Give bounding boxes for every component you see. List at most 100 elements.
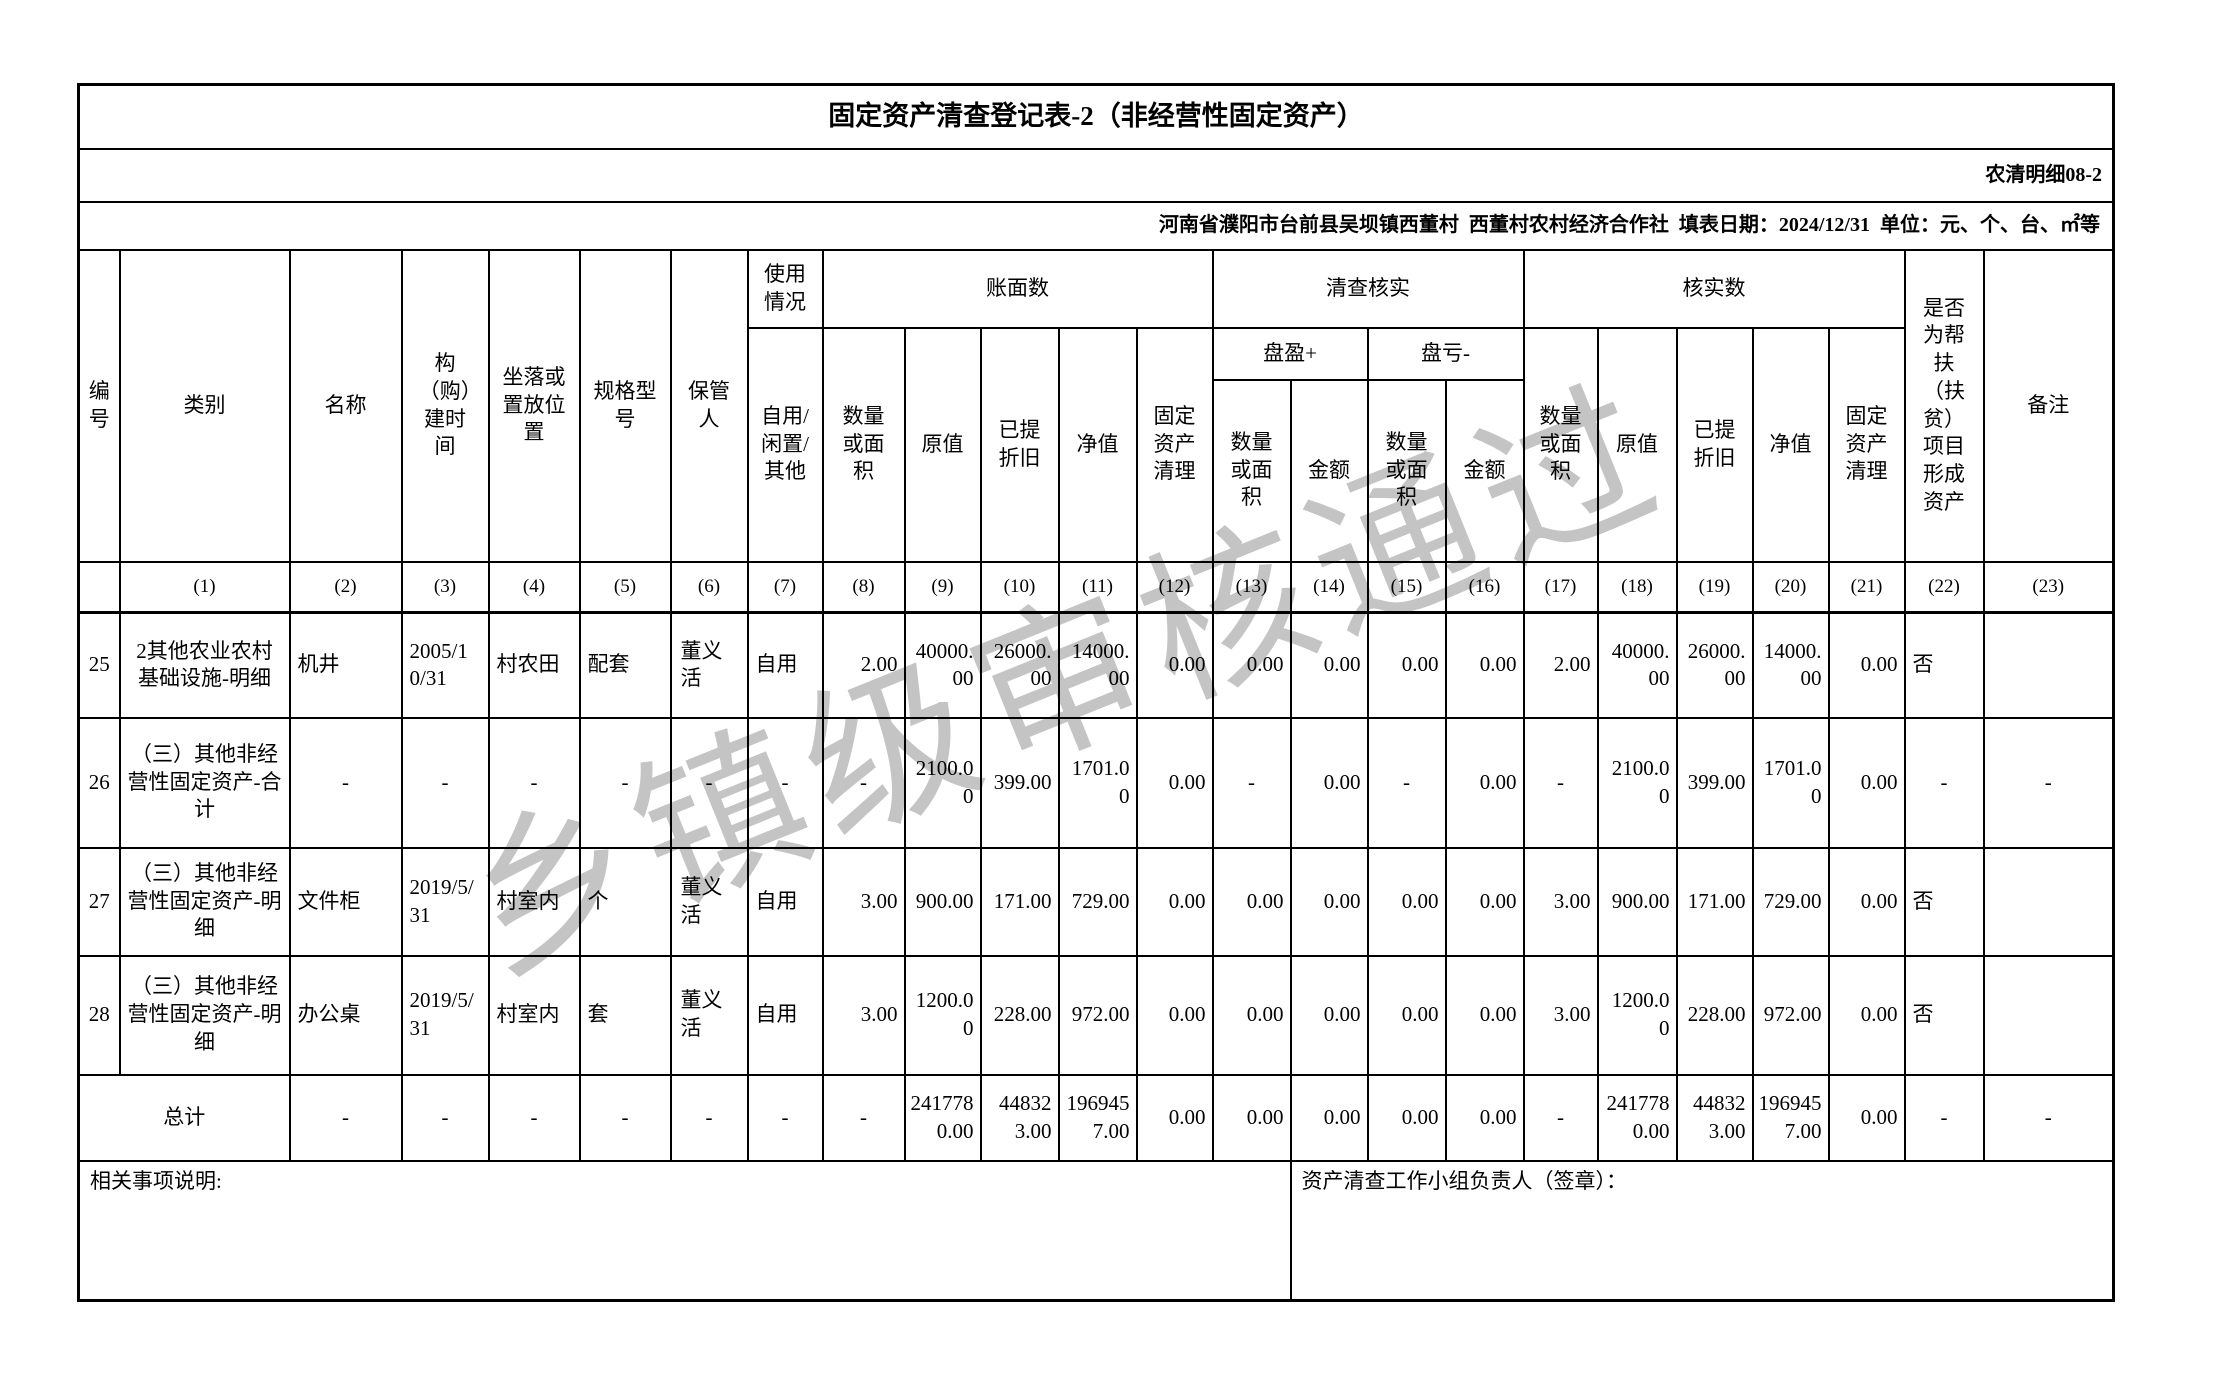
data-cell: 0.00	[1289, 846, 1369, 957]
data-cell: -	[400, 716, 490, 849]
data-cell: 0.00	[1135, 954, 1214, 1076]
col-header-verified-orig: 原值	[1596, 326, 1678, 563]
col-header-book-disposal: 固定资产清理	[1135, 326, 1214, 563]
column-number-cell: (18)	[1596, 560, 1678, 614]
data-cell: -	[578, 716, 672, 849]
row-number-cell: 28	[77, 954, 121, 1076]
col-header-loss: 盘亏-	[1366, 326, 1525, 381]
data-cell: 972.00	[1751, 954, 1830, 1076]
total-cell: 0.00	[1289, 1073, 1369, 1162]
data-cell: 0.00	[1366, 846, 1447, 957]
data-cell: 否	[1903, 954, 1985, 1076]
total-cell: -	[487, 1073, 581, 1162]
data-cell: 0.00	[1827, 611, 1906, 719]
data-cell: 1701.00	[1751, 716, 1830, 849]
row-number-cell: 27	[77, 846, 121, 957]
total-cell: 0.00	[1135, 1073, 1214, 1162]
data-cell: （三）其他非经营性固定资产-合计	[118, 716, 291, 849]
data-cell: 2005/10/31	[400, 611, 490, 719]
data-cell: （三）其他非经营性固定资产-明细	[118, 954, 291, 1076]
data-cell: 0.00	[1289, 954, 1369, 1076]
total-cell: -	[746, 1073, 824, 1162]
data-cell: 0.00	[1289, 716, 1369, 849]
col-header-verified-net: 净值	[1751, 326, 1830, 563]
column-number-cell: (8)	[821, 560, 906, 614]
column-number-cell: (12)	[1135, 560, 1214, 614]
col-header-book-orig: 原值	[903, 326, 982, 563]
column-number-row: (1) (2) (3) (4) (5) (6) (7) (8) (9) (10) (11) (12)(…	[77, 560, 2115, 614]
column-number-cell	[77, 560, 121, 614]
header-row-groups: 编号 类别 名称 构（购）建时间 坐落或置放位置 规格型号 保管人 使用情况 账…	[77, 248, 2115, 563]
form-info-line: 河南省濮阳市台前县吴坝镇西董村 西董村农村经济合作社 填表日期：2024/12/…	[77, 200, 2115, 251]
data-cell: 文件柜	[288, 846, 403, 957]
data-cell: 2019/5/31	[400, 954, 490, 1076]
data-cell: 0.00	[1366, 611, 1447, 719]
col-header-no: 编号	[77, 248, 121, 563]
data-cell: 0.00	[1211, 954, 1292, 1076]
col-header-surplus: 盘盈+	[1211, 326, 1369, 381]
data-cell: 董义活	[669, 611, 749, 719]
data-cell: 729.00	[1751, 846, 1830, 957]
total-cell: 0.00	[1211, 1073, 1292, 1162]
data-cell: -	[1903, 716, 1985, 849]
data-cell: 2100.00	[903, 716, 982, 849]
data-cell: 村室内	[487, 954, 581, 1076]
column-number-cell: (3)	[400, 560, 490, 614]
col-header-build-time: 构（购）建时间	[400, 248, 490, 563]
col-header-poverty: 是否为帮扶（扶贫）项目形成资产	[1903, 248, 1985, 563]
data-cell: 0.00	[1827, 954, 1906, 1076]
data-cell: 1200.00	[1596, 954, 1678, 1076]
data-cell: 0.00	[1289, 611, 1369, 719]
data-cell: 2其他农业农村基础设施-明细	[118, 611, 291, 719]
data-cell: 机井	[288, 611, 403, 719]
column-number-cell: (20)	[1751, 560, 1830, 614]
column-number-cell: (1)	[118, 560, 291, 614]
column-number-cell: (13)	[1211, 560, 1292, 614]
col-header-usage-group: 使用情况	[746, 248, 824, 329]
col-header-book-net: 净值	[1057, 326, 1138, 563]
total-cell: -	[669, 1073, 749, 1162]
col-header-verified-qty: 数量或面积	[1522, 326, 1599, 563]
total-cell: -	[821, 1073, 906, 1162]
total-label: 总计	[77, 1073, 291, 1162]
signature-cell: 资产清查工作小组负责人（签章）：	[1289, 1159, 2115, 1302]
data-cell: 26000.00	[1675, 611, 1754, 719]
data-cell: 1701.00	[1057, 716, 1138, 849]
data-cell: -	[1982, 716, 2115, 849]
total-cell: 0.00	[1827, 1073, 1906, 1162]
form-title: 固定资产清查登记表-2（非经营性固定资产）	[77, 83, 2115, 150]
col-header-spec: 规格型号	[578, 248, 672, 563]
col-header-location: 坐落或置放位置	[487, 248, 581, 563]
column-number-cell: (6)	[669, 560, 749, 614]
data-cell: 0.00	[1444, 716, 1525, 849]
col-header-verified-group: 核实数	[1522, 248, 1906, 329]
data-cell: 40000.00	[903, 611, 982, 719]
data-cell: -	[288, 716, 403, 849]
data-cell: -	[821, 716, 906, 849]
data-cell: 3.00	[1522, 954, 1599, 1076]
total-cell: 448323.00	[979, 1073, 1060, 1162]
row-number-cell: 26	[77, 716, 121, 849]
data-cell: 2019/5/31	[400, 846, 490, 957]
data-cell: 972.00	[1057, 954, 1138, 1076]
form-code-row: 农清明细08-2	[77, 147, 2115, 203]
data-cell: 900.00	[903, 846, 982, 957]
asset-row: 28 （三）其他非经营性固定资产-明细 办公桌 2019/5/31 村室内套董义活 自用 3…	[77, 954, 2115, 1076]
col-header-verify-group: 清查核实	[1211, 248, 1525, 329]
data-cell: 0.00	[1444, 846, 1525, 957]
data-cell: 2.00	[1522, 611, 1599, 719]
data-cell: 自用	[746, 846, 824, 957]
data-cell: 14000.00	[1057, 611, 1138, 719]
data-cell: 村室内	[487, 846, 581, 957]
total-cell: 0.00	[1366, 1073, 1447, 1162]
data-cell: 否	[1903, 611, 1985, 719]
total-cell: 0.00	[1444, 1073, 1525, 1162]
total-cell: -	[288, 1073, 403, 1162]
data-cell: -	[1366, 716, 1447, 849]
col-header-loss-amount: 金额	[1444, 378, 1525, 563]
asset-row: 27 （三）其他非经营性固定资产-明细 文件柜 2019/5/31 村室内个董义活 自用 3…	[77, 846, 2115, 957]
column-number-cell: (23)	[1982, 560, 2115, 614]
data-cell	[1982, 611, 2115, 719]
column-number-cell: (22)	[1903, 560, 1985, 614]
asset-row: 26 （三）其他非经营性固定资产-合计 - - - - - - -2100.00 399.00 17…	[77, 716, 2115, 849]
